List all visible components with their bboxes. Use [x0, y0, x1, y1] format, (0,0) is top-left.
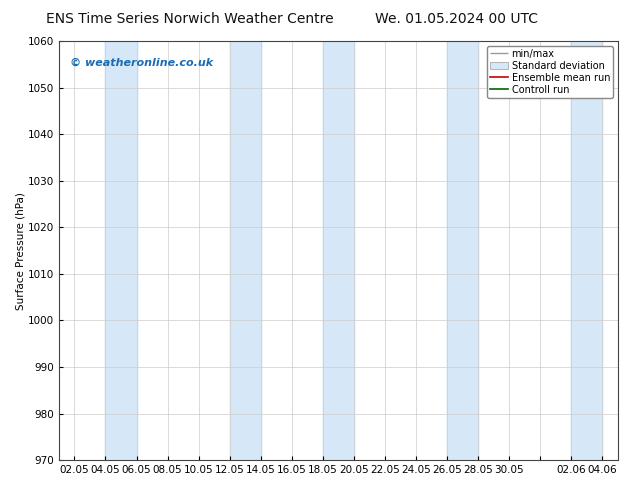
Bar [105, 41, 136, 460]
Legend: min/max, Standard deviation, Ensemble mean run, Controll run: min/max, Standard deviation, Ensemble me… [488, 46, 613, 98]
Bar [323, 41, 354, 460]
Bar [323, 41, 354, 460]
Bar [230, 41, 261, 460]
Bar [230, 41, 261, 460]
Bar [105, 41, 136, 460]
Bar [447, 41, 478, 460]
Y-axis label: Surface Pressure (hPa): Surface Pressure (hPa) [15, 192, 25, 310]
Bar [571, 41, 602, 460]
Bar [447, 41, 478, 460]
Text: ENS Time Series Norwich Weather Centre: ENS Time Series Norwich Weather Centre [46, 12, 334, 26]
Bar [571, 41, 602, 460]
Text: We. 01.05.2024 00 UTC: We. 01.05.2024 00 UTC [375, 12, 538, 26]
Text: © weatheronline.co.uk: © weatheronline.co.uk [70, 58, 213, 68]
